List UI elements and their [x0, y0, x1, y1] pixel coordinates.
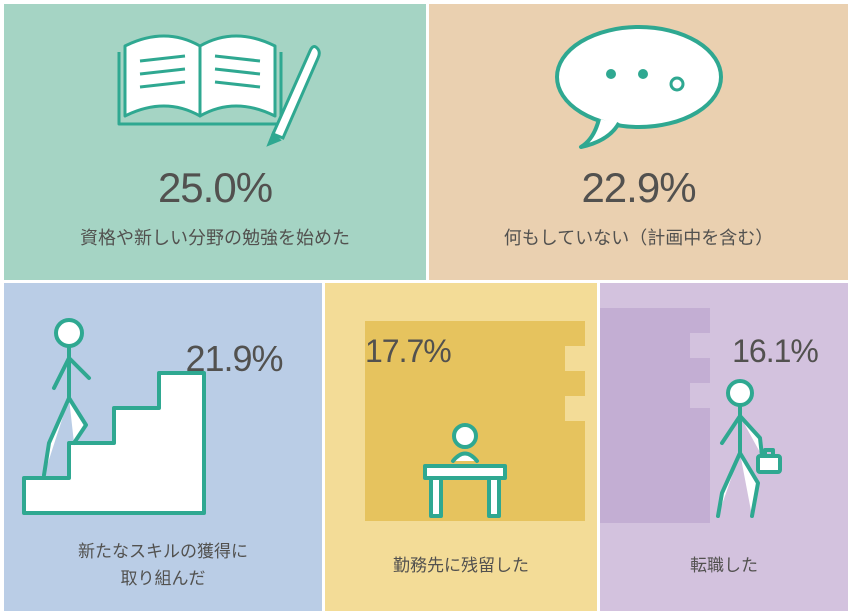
percent-value: 17.7%	[365, 333, 505, 370]
panel-nothing: 22.9% 何もしていない（計画中を含む）	[429, 4, 848, 280]
panel-label: 勤務先に残留した	[325, 551, 597, 576]
open-book-pen-icon	[105, 16, 325, 156]
panel-label: 転職した	[600, 551, 848, 576]
panel-study: 25.0% 資格や新しい分野の勉強を始めた	[4, 4, 426, 280]
person-stairs-icon	[14, 303, 214, 523]
panel-label: 新たなスキルの獲得に 取り組んだ	[4, 538, 322, 592]
panel-label: 資格や新しい分野の勉強を始めた	[4, 224, 426, 250]
percent-value: 22.9%	[429, 164, 848, 212]
percent-value: 25.0%	[4, 164, 426, 212]
percent-value: 16.1%	[710, 333, 840, 370]
panel-skill: 21.9% 新たなスキルの獲得に 取り組んだ	[4, 283, 322, 611]
infographic-grid: 25.0% 資格や新しい分野の勉強を始めた 22.9% 何もしていない（計画中を…	[0, 0, 850, 615]
panel-label: 何もしていない（計画中を含む）	[429, 224, 848, 250]
speech-bubble-dots-icon	[539, 19, 739, 154]
building-briefcase-icon	[600, 288, 848, 523]
panel-change: 16.1% 転職した	[600, 283, 848, 611]
percent-value: 21.9%	[154, 338, 314, 380]
panel-stay: 17.7% 勤務先に残留した	[325, 283, 597, 611]
